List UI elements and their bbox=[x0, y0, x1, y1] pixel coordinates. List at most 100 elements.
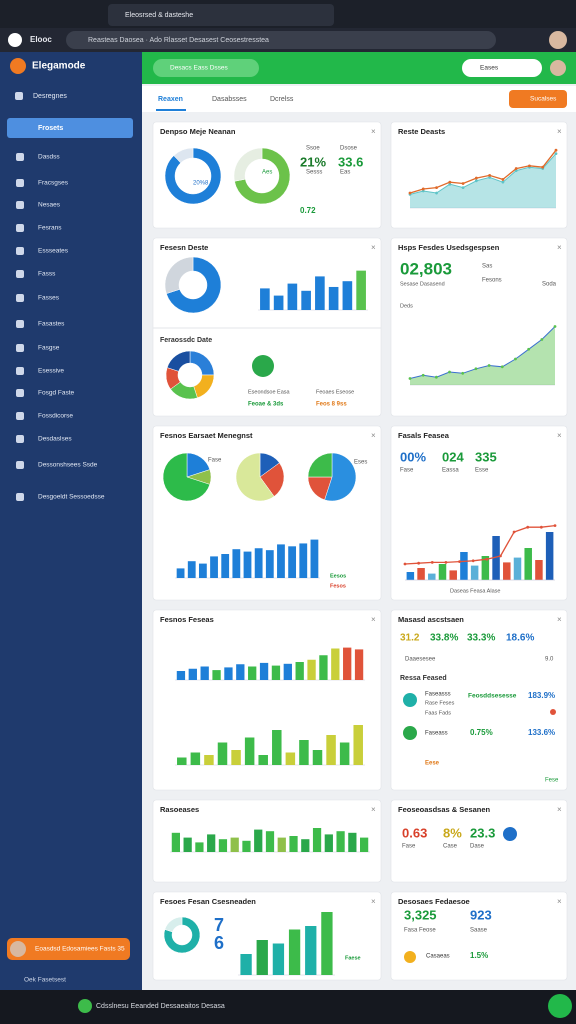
bar bbox=[288, 929, 301, 975]
sidebar-icon[interactable] bbox=[16, 461, 24, 469]
icon bbox=[404, 951, 416, 963]
sidebar-icon[interactable] bbox=[16, 201, 24, 209]
point bbox=[514, 167, 518, 170]
card-text: Dase bbox=[470, 844, 485, 850]
taskbar-app[interactable] bbox=[78, 999, 92, 1013]
card-menu[interactable]: × bbox=[557, 615, 562, 624]
sidebar-icon[interactable] bbox=[16, 247, 24, 255]
sidebar-icon[interactable] bbox=[16, 153, 24, 161]
sidebar-item[interactable]: Fosgd Faste bbox=[38, 390, 75, 397]
card-menu[interactable]: × bbox=[371, 127, 376, 136]
card-menu[interactable]: × bbox=[371, 431, 376, 440]
point bbox=[421, 373, 425, 377]
card-text: Eassa bbox=[442, 468, 459, 474]
profile-icon[interactable] bbox=[8, 33, 22, 47]
card-menu[interactable]: × bbox=[557, 897, 562, 906]
sidebar-item[interactable]: Fasgse bbox=[38, 345, 60, 352]
card-menu[interactable]: × bbox=[371, 243, 376, 252]
bar bbox=[256, 940, 268, 975]
point bbox=[421, 187, 425, 191]
filter-pill[interactable] bbox=[153, 59, 259, 77]
card-text: Deds bbox=[400, 303, 413, 309]
sidebar-icon[interactable] bbox=[16, 389, 24, 397]
point bbox=[527, 347, 531, 351]
sidebar-item[interactable]: Dessonshsees Ssde bbox=[38, 462, 98, 469]
promo-bar[interactable] bbox=[7, 938, 130, 960]
brand-name: Elegamode bbox=[32, 61, 86, 72]
card-text: 0.63 bbox=[402, 825, 427, 840]
bar bbox=[224, 667, 233, 680]
card-menu[interactable]: × bbox=[557, 431, 562, 440]
card-menu[interactable]: × bbox=[371, 615, 376, 624]
sidebar-item[interactable]: Fracsgses bbox=[38, 180, 69, 187]
bar bbox=[272, 943, 285, 975]
taskbar-widget[interactable] bbox=[548, 994, 572, 1018]
sidebar-item[interactable]: Nesaes bbox=[38, 202, 61, 209]
line bbox=[409, 153, 557, 195]
sidebar-item[interactable]: Essseates bbox=[38, 248, 69, 255]
bar bbox=[310, 539, 319, 578]
card-menu[interactable]: × bbox=[557, 243, 562, 252]
point bbox=[528, 164, 531, 168]
point bbox=[474, 179, 478, 183]
tab: Dcrelss bbox=[270, 96, 294, 103]
area bbox=[410, 153, 556, 208]
sidebar-item[interactable]: Esessive bbox=[38, 368, 64, 375]
sidebar-icon[interactable] bbox=[16, 294, 24, 302]
bar bbox=[326, 735, 336, 765]
card-title: Rasoeases bbox=[160, 805, 199, 814]
sidebar-item[interactable]: Desdaslses bbox=[38, 436, 72, 443]
header-avatar[interactable] bbox=[550, 60, 566, 76]
bar bbox=[188, 668, 197, 680]
sidebar-icon[interactable] bbox=[16, 435, 24, 443]
sidebar-icon[interactable] bbox=[16, 367, 24, 375]
card-text: 024 bbox=[442, 449, 464, 464]
sidebar-item[interactable]: Fesrans bbox=[38, 225, 62, 232]
bar bbox=[212, 670, 221, 680]
card-title: Fesnos Feseas bbox=[160, 615, 214, 624]
avatar[interactable] bbox=[549, 31, 567, 49]
sidebar-item: Desregnes bbox=[33, 93, 67, 100]
sidebar-icon[interactable] bbox=[16, 412, 24, 420]
card-menu[interactable]: × bbox=[371, 805, 376, 814]
card-menu[interactable]: × bbox=[371, 897, 376, 906]
sidebar-icon[interactable] bbox=[16, 320, 24, 328]
bar bbox=[254, 548, 263, 578]
active-tab[interactable] bbox=[108, 4, 334, 26]
card-text: 20%8 bbox=[193, 181, 209, 187]
point bbox=[408, 377, 412, 380]
card-menu[interactable]: × bbox=[557, 805, 562, 814]
action-button[interactable] bbox=[509, 90, 567, 108]
sidebar-icon[interactable] bbox=[16, 224, 24, 232]
card-menu[interactable]: × bbox=[557, 127, 562, 136]
bar bbox=[460, 552, 468, 580]
card-text: 335 bbox=[475, 449, 497, 464]
sidebar-icon[interactable] bbox=[16, 493, 24, 501]
sidebar-item[interactable]: Fossdicorse bbox=[38, 413, 73, 420]
bar bbox=[328, 286, 339, 310]
sidebar-icon[interactable] bbox=[16, 344, 24, 352]
card-text: Daseas Feasa Alase bbox=[450, 588, 500, 594]
bar bbox=[406, 572, 415, 580]
search-box[interactable] bbox=[462, 59, 542, 77]
url-bar[interactable] bbox=[66, 31, 496, 49]
bar bbox=[503, 562, 511, 580]
card bbox=[390, 609, 568, 791]
selected-item-bg[interactable] bbox=[7, 118, 133, 138]
card-text: 18.6% bbox=[506, 633, 534, 644]
sidebar-item[interactable]: Fasss bbox=[38, 271, 56, 278]
sidebar-item[interactable]: Fasses bbox=[38, 295, 60, 302]
sidebar-item[interactable]: Desgoeldt Sessoedsse bbox=[38, 494, 105, 501]
icon bbox=[252, 355, 274, 377]
donut-segment bbox=[166, 256, 222, 314]
bar bbox=[248, 666, 257, 680]
bar bbox=[231, 750, 241, 765]
sidebar bbox=[0, 52, 142, 990]
line bbox=[404, 524, 556, 565]
sidebar-icon[interactable] bbox=[16, 270, 24, 278]
sidebar-item[interactable]: Fasastes bbox=[38, 321, 65, 328]
sidebar-item[interactable]: Dasdss bbox=[38, 154, 60, 161]
sidebar-icon[interactable] bbox=[16, 179, 24, 187]
bar bbox=[176, 671, 186, 680]
